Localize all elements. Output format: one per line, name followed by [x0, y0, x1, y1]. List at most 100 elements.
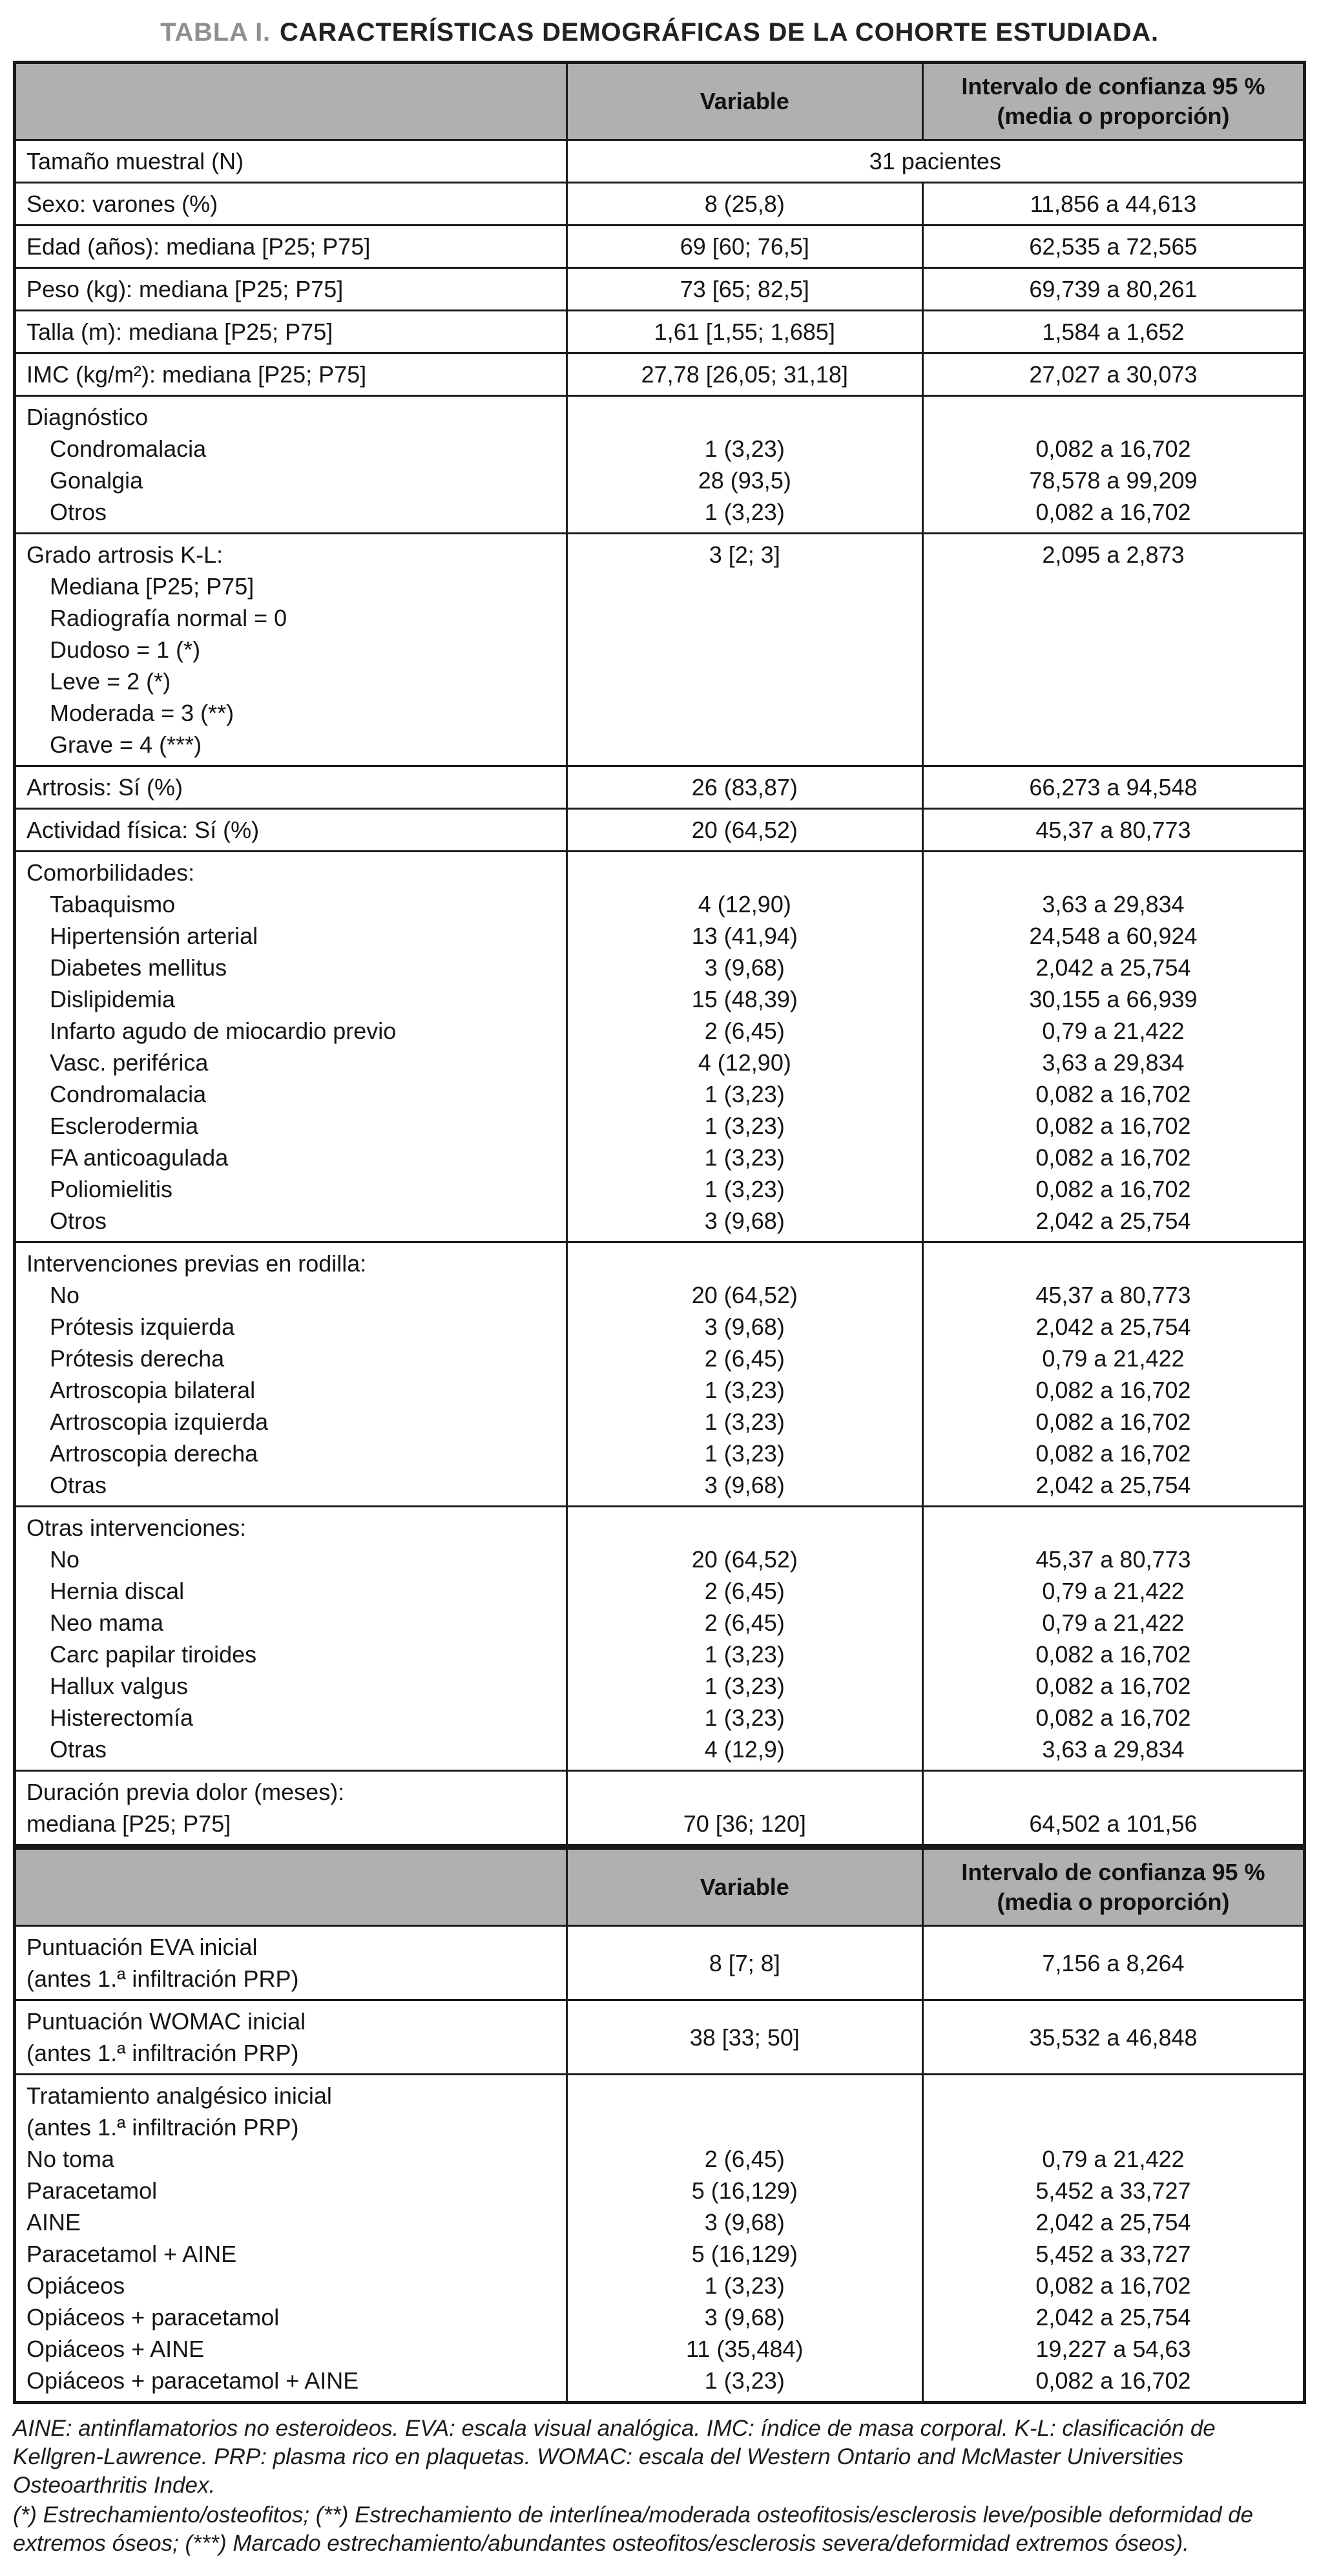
group-item-ci: 0,082 a 16,702	[1035, 1440, 1191, 1467]
header-cell-variable: Variable	[565, 61, 924, 141]
row-value-cell: 26 (83,87)	[565, 765, 924, 810]
group-label-cell: Diagnóstico Condromalacia Gonalgia Otros	[14, 395, 568, 534]
group-item-ci: 2,042 a 25,754	[1035, 1208, 1191, 1234]
group-item-ci: 5,452 a 33,727	[1035, 2241, 1191, 2267]
table-row: Sexo: varones (%) 8 (25,8) 11,856 a 44,613	[14, 182, 1306, 226]
header-row: Variable Intervalo de confianza 95 % (medi…	[14, 61, 1306, 141]
group-item-value: 3 (9,68)	[704, 954, 785, 981]
row-label-cell: Tamaño muestral (N)	[14, 139, 568, 183]
header-ci-line: (media o proporción)	[997, 1889, 1230, 1915]
row-ci-cell: 64,502 a 101,56	[921, 1770, 1306, 1848]
table-body: Variable Intervalo de confianza 95 % (medi…	[14, 61, 1306, 2403]
group-item-value: 1 (3,23)	[704, 1641, 785, 1668]
group-item-value: 15 (48,39)	[691, 986, 798, 1012]
row-label-cell: Puntuación WOMAC inicial (antes 1.ª infil…	[14, 1999, 568, 2075]
group-ci-line	[934, 2080, 1293, 2111]
row-ci-cell: 11,856 a 44,613	[921, 182, 1306, 226]
header-row: Variable Intervalo de confianza 95 % (medi…	[14, 1844, 1306, 1927]
group-item-label: Artroscopia izquierda	[50, 1408, 269, 1435]
group-value-line: 3 [2; 3]	[709, 541, 780, 568]
group-ci-line	[934, 2111, 1293, 2143]
row-label-line: mediana [P25; P75]	[26, 1810, 231, 1837]
group-ci-line	[934, 1512, 1293, 1544]
group-item-label: Dudoso = 1 (*)	[50, 636, 201, 663]
row-label-line: Duración previa dolor (meses):	[26, 1779, 345, 1805]
row-label-cell: Artrosis: Sí (%)	[14, 765, 568, 810]
table-row: Otras intervenciones: No Hernia discal Neo …	[14, 1505, 1306, 1772]
group-item-value: 5 (16,129)	[691, 2241, 798, 2267]
group-item-label: Opiáceos + paracetamol + AINE	[26, 2367, 359, 2394]
group-label-cell: Comorbilidades: Tabaquismo Hipertensión ar…	[14, 850, 568, 1243]
group-item-value: 4 (12,9)	[704, 1736, 785, 1763]
row-label-line: Puntuación EVA inicial	[26, 1934, 258, 1960]
group-item-value: 1 (3,23)	[704, 1673, 785, 1699]
group-item-label: Dislipidemia	[50, 986, 176, 1012]
table-row: Peso (kg): mediana [P25; P75] 73 [65; 82,…	[14, 267, 1306, 311]
group-item-label: Tabaquismo	[50, 891, 176, 917]
group-item-ci: 0,082 a 16,702	[1035, 1081, 1191, 1107]
group-item-ci: 3,63 a 29,834	[1042, 891, 1185, 917]
group-item-value: 1 (3,23)	[704, 1176, 785, 1202]
group-header-line: Tratamiento analgésico inicial	[26, 2082, 332, 2109]
group-item-ci: 0,79 a 21,422	[1042, 1345, 1185, 1372]
group-item-ci: 78,578 a 99,209	[1029, 467, 1198, 494]
header-cell-variable: Variable	[565, 1844, 924, 1927]
group-item-label: Diabetes mellitus	[50, 954, 227, 981]
group-ci-cell: 3,63 a 29,834 24,548 a 60,924 2,042 a 25,7…	[921, 850, 1306, 1243]
group-item-label: Condromalacia	[50, 1081, 207, 1107]
row-value-cell: 31 pacientes	[565, 139, 1306, 183]
group-item-value: 5 (16,129)	[691, 2177, 798, 2204]
group-item-ci	[934, 697, 1293, 729]
group-item-label: Condromalacia	[50, 435, 207, 462]
group-item-ci: 30,155 a 66,939	[1029, 986, 1198, 1012]
group-item-value	[578, 729, 911, 760]
table-title-label: TABLA I.	[160, 18, 271, 47]
row-label-cell: Sexo: varones (%)	[14, 182, 568, 226]
group-item-value: 1 (3,23)	[704, 1144, 785, 1171]
group-item-ci: 0,082 a 16,702	[1035, 1377, 1191, 1403]
group-item-value	[578, 697, 911, 729]
group-label-cell: Otras intervenciones: No Hernia discal Neo …	[14, 1505, 568, 1772]
row-ci-cell: 7,156 a 8,264	[921, 1925, 1306, 2001]
group-ci-line	[934, 857, 1293, 888]
group-ci-cell: 2,095 a 2,873	[921, 532, 1306, 767]
group-value-line	[578, 1248, 911, 1279]
group-value-cell: 2 (6,45) 5 (16,129) 3 (9,68) 5 (16,129) 1 (3…	[565, 2073, 924, 2403]
group-value-line	[578, 1512, 911, 1544]
group-item-value: 1 (3,23)	[704, 1081, 785, 1107]
group-ci-cell: 45,37 a 80,773 0,79 a 21,422 0,79 a 21,422…	[921, 1505, 1306, 1772]
group-header-line: (antes 1.ª infiltración PRP)	[26, 2114, 299, 2141]
row-ci-cell: 45,37 a 80,773	[921, 808, 1306, 852]
row-label-line: (antes 1.ª infiltración PRP)	[26, 1965, 299, 1992]
group-item-label: Artroscopia derecha	[50, 1440, 258, 1467]
group-item-ci: 45,37 a 80,773	[1035, 1546, 1191, 1573]
table-row: Duración previa dolor (meses): mediana [P…	[14, 1770, 1306, 1848]
row-ci-cell: 35,532 a 46,848	[921, 1999, 1306, 2075]
row-value-cell: 20 (64,52)	[565, 808, 924, 852]
row-label-cell: Actividad física: Sí (%)	[14, 808, 568, 852]
group-item-value: 2 (6,45)	[704, 1578, 785, 1604]
table-row: Artrosis: Sí (%) 26 (83,87) 66,273 a 94,54…	[14, 765, 1306, 810]
group-item-value: 1 (3,23)	[704, 1704, 785, 1731]
group-item-ci: 24,548 a 60,924	[1029, 923, 1198, 949]
group-item-ci: 0,79 a 21,422	[1042, 1609, 1185, 1636]
table-row: Actividad física: Sí (%) 20 (64,52) 45,37 …	[14, 808, 1306, 852]
row-value-cell: 8 (25,8)	[565, 182, 924, 226]
group-item-ci: 0,082 a 16,702	[1035, 2272, 1191, 2299]
group-item-ci: 0,082 a 16,702	[1035, 499, 1191, 525]
group-item-ci: 3,63 a 29,834	[1042, 1736, 1185, 1763]
group-item-ci: 0,082 a 16,702	[1035, 1113, 1191, 1139]
group-value-cell: 3 [2; 3]	[565, 532, 924, 767]
group-value-cell: 20 (64,52) 3 (9,68) 2 (6,45) 1 (3,23) 1 (3,2…	[565, 1241, 924, 1507]
header-ci-line: (media o proporción)	[997, 103, 1230, 129]
row-label-cell: IMC (kg/m²): mediana [P25; P75]	[14, 352, 568, 397]
header-cell-empty	[14, 1844, 568, 1927]
row-value-cell: 1,61 [1,55; 1,685]	[565, 309, 924, 354]
group-item-value: 1 (3,23)	[704, 499, 785, 525]
row-value-cell: 8 [7; 8]	[565, 1925, 924, 2001]
group-label-cell: Intervenciones previas en rodilla: No Prót…	[14, 1241, 568, 1507]
group-item-value	[578, 602, 911, 634]
group-item-label: Carc papilar tiroides	[50, 1641, 257, 1668]
group-item-ci: 0,082 a 16,702	[1035, 1144, 1191, 1171]
group-item-value	[578, 665, 911, 697]
